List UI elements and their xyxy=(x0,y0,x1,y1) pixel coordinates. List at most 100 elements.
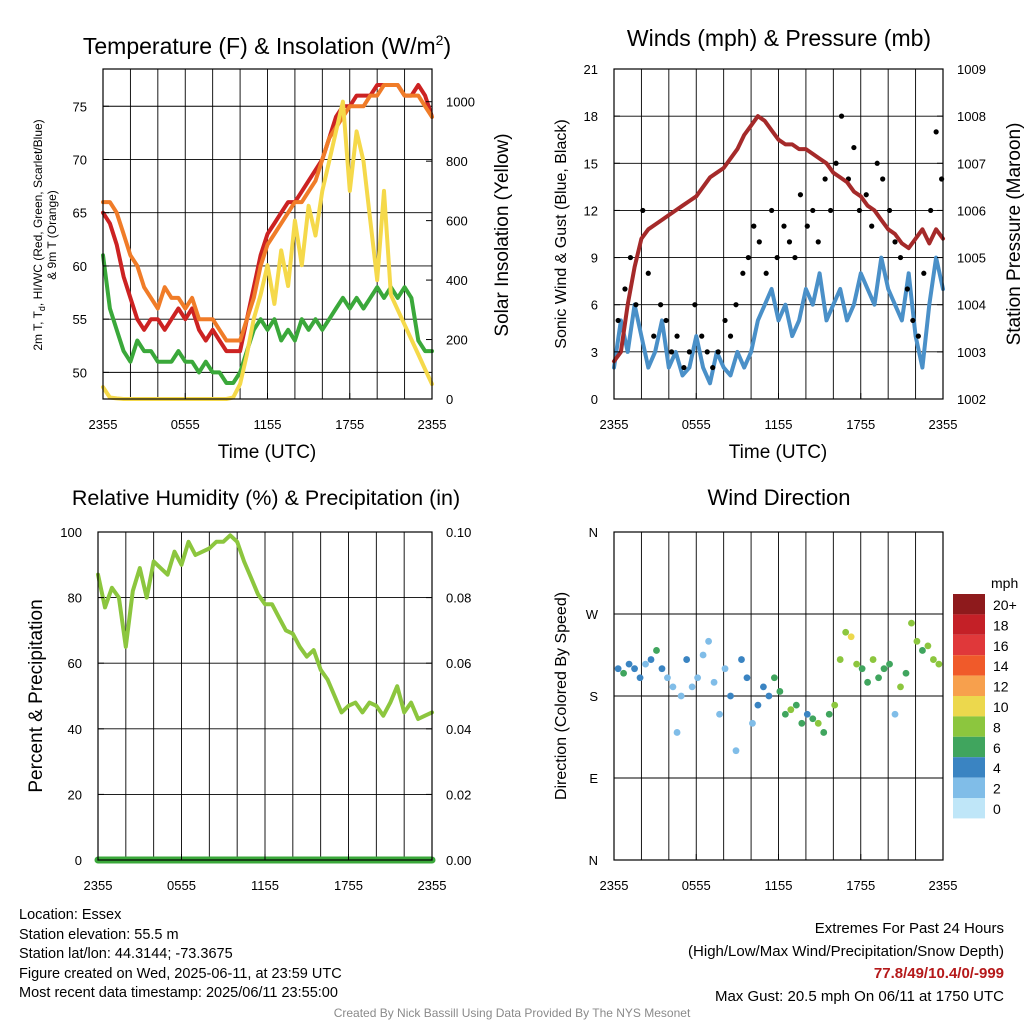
humidity-panel: Relative Humidity (%) & Precipitation (i… xyxy=(26,486,471,893)
direction-point xyxy=(842,628,850,636)
y-tick-label: 75 xyxy=(73,99,87,114)
legend-swatch xyxy=(953,614,985,635)
legend-label: 16 xyxy=(993,638,1009,654)
y-tick-label: 60 xyxy=(73,259,87,274)
y2-tick-label: 1004 xyxy=(957,298,986,313)
legend-label: 2 xyxy=(993,781,1001,797)
extremes-info: Extremes For Past 24 Hours (High/Low/Max… xyxy=(688,918,1004,1008)
direction-point xyxy=(642,660,649,668)
gust-point xyxy=(668,349,675,355)
y-tick-label: E xyxy=(589,771,598,786)
direction-point xyxy=(754,701,762,709)
direction-point xyxy=(664,674,671,682)
y-tick-label: 55 xyxy=(73,312,87,327)
x-tick-label: 2355 xyxy=(600,878,629,893)
legend-swatch xyxy=(953,696,985,717)
winds-xlabel: Time (UTC) xyxy=(729,442,828,463)
gust-point xyxy=(904,286,910,292)
direction-point xyxy=(716,710,723,718)
y2-tick-label: 1008 xyxy=(957,109,986,124)
legend-swatch xyxy=(953,675,985,696)
direction-point xyxy=(847,633,855,641)
temperature-panel: Temperature (F) & Insolation (W/m2) 50 55… xyxy=(31,32,513,463)
direction-point xyxy=(913,637,921,645)
direction-point xyxy=(710,678,718,686)
legend-label: 14 xyxy=(993,658,1009,674)
figure-created: Figure created on Wed, 2025-06-11, at 23… xyxy=(19,965,342,982)
legend-label: 6 xyxy=(993,740,1001,756)
legend-label: 18 xyxy=(993,617,1009,633)
credit-line: Created By Nick Bassill Using Data Provi… xyxy=(333,1006,691,1020)
y2-tick-label: 1007 xyxy=(957,156,986,171)
direction-point xyxy=(891,710,899,718)
gust-point xyxy=(727,333,734,339)
y-tick-label: 15 xyxy=(584,156,598,171)
winds-title: Winds (mph) & Pressure (mb) xyxy=(627,25,931,51)
direction-point xyxy=(683,656,691,663)
direction-point xyxy=(809,715,817,723)
gust-point xyxy=(658,302,664,308)
gust-point xyxy=(827,207,834,214)
wind-direction-series xyxy=(614,619,943,755)
direction-point xyxy=(673,729,681,736)
series-line xyxy=(612,114,945,364)
legend-swatch xyxy=(953,777,985,798)
y2-tick-label: 0.08 xyxy=(446,591,471,606)
direction-point xyxy=(749,719,756,727)
x-tick-label: 0555 xyxy=(167,878,196,893)
recent-timestamp: Most recent data timestamp: 2025/06/11 2… xyxy=(19,985,338,1001)
temperature-ylabel: 2m T, Td, HI/WC (Red, Green, Scarlet/Blu… xyxy=(31,119,47,350)
gust-point xyxy=(933,129,939,135)
y-tick-label: 0 xyxy=(591,392,598,407)
legend-label: 10 xyxy=(993,699,1009,715)
wind-direction-grid xyxy=(614,532,943,860)
extremes-values: 77.8/49/10.4/0/-999 xyxy=(873,965,1004,982)
y-tick-label: 0 xyxy=(75,853,82,868)
direction-point xyxy=(738,656,745,663)
insolation-ylabel: Solar Insolation (Yellow) xyxy=(492,133,513,336)
station-info: Location: Essex Station elevation: 55.5 … xyxy=(19,906,342,1004)
gust-point xyxy=(781,223,787,229)
direction-point xyxy=(798,719,806,727)
gust-point xyxy=(763,270,769,276)
gust-point xyxy=(774,254,780,261)
gust-point xyxy=(686,349,692,355)
gust-point xyxy=(869,223,875,229)
direction-point xyxy=(625,660,633,668)
direction-point xyxy=(930,656,937,663)
gust-point xyxy=(851,144,857,151)
gust-point xyxy=(733,302,739,308)
y-tick-label: 60 xyxy=(68,656,82,671)
series-line xyxy=(101,253,434,385)
direction-point xyxy=(935,660,943,668)
gust-point xyxy=(740,270,746,276)
gust-point xyxy=(880,176,886,182)
station-location: Location: Essex xyxy=(19,907,122,923)
direction-point xyxy=(792,701,800,709)
speed-legend-title: mph xyxy=(991,575,1018,591)
winds-series xyxy=(612,113,945,386)
winds-panel: Winds (mph) & Pressure (mb) 0 3 6 9 12 15 18 21… xyxy=(553,25,1024,463)
y-tick-label: 50 xyxy=(73,365,87,380)
direction-point xyxy=(875,674,882,682)
direction-point xyxy=(688,683,696,691)
y2-tick-label: 800 xyxy=(446,154,468,169)
y-tick-label: N xyxy=(589,853,598,868)
x-tick-label: 0555 xyxy=(682,878,711,893)
direction-point xyxy=(631,665,638,673)
direction-point xyxy=(760,683,767,691)
series-line xyxy=(96,533,434,721)
direction-point xyxy=(776,688,784,695)
gust-point xyxy=(856,207,862,214)
y-tick-label: 80 xyxy=(68,591,82,606)
series-line xyxy=(612,255,945,386)
direction-point xyxy=(653,647,660,654)
station-elevation: Station elevation: 55.5 m xyxy=(19,926,179,943)
y-tick-label: 70 xyxy=(73,152,87,167)
direction-point xyxy=(864,678,872,686)
gust-point xyxy=(874,160,880,166)
direction-point xyxy=(743,674,751,682)
humidity-ylabel: Percent & Precipitation xyxy=(26,599,47,792)
x-tick-label: 1155 xyxy=(254,417,282,432)
